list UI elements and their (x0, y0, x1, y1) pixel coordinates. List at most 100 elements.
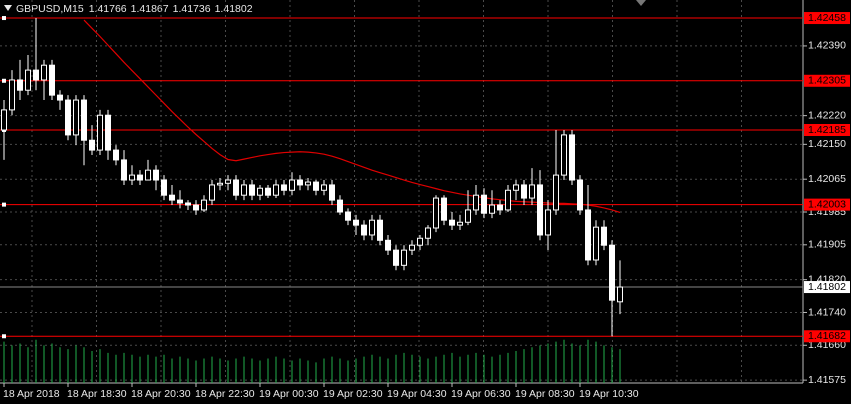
candle-body (129, 174, 135, 181)
y-tick-label: 1.42220 (808, 109, 846, 121)
candle-body (449, 219, 455, 226)
candle-body (305, 181, 311, 186)
level-handle (2, 334, 6, 339)
candle-body (577, 179, 583, 211)
symbol-menu-icon[interactable] (4, 5, 12, 11)
candle-body (177, 199, 183, 204)
candle-body (393, 249, 399, 266)
symbol: GBPUSD,M15 (16, 3, 84, 15)
x-tick-label: 19 Apr 10:30 (579, 388, 639, 400)
current-price-box (804, 281, 850, 294)
candle-body (281, 184, 287, 191)
x-tick-label: 19 Apr 00:30 (259, 388, 319, 400)
candle-body (553, 174, 559, 211)
level-label-box (804, 74, 850, 87)
header-high: 1.41867 (131, 3, 169, 15)
candle-body (609, 244, 615, 301)
candle-body (497, 204, 503, 211)
candle-body (145, 169, 151, 181)
candle-body (97, 114, 103, 151)
candle-body (217, 182, 223, 186)
candle-body (377, 219, 383, 241)
candle-body (401, 249, 407, 266)
header-open: 1.41766 (89, 3, 127, 15)
candle-body (457, 221, 463, 226)
y-tick-label: 1.42150 (808, 138, 846, 150)
y-tick-label: 1.41905 (808, 239, 846, 251)
candle-body (153, 169, 159, 181)
candle-body (57, 94, 63, 101)
level-label: 1.42458 (808, 12, 846, 24)
level-label-box (804, 330, 850, 343)
candle-body (41, 64, 47, 81)
candle-body (25, 69, 31, 91)
candle-body (441, 197, 447, 221)
moving-average (83, 19, 621, 213)
candle-body (241, 184, 247, 196)
candle-body (169, 194, 175, 201)
candle-body (417, 237, 423, 246)
candle-body (481, 194, 487, 214)
candle-body (137, 174, 143, 181)
candle-body (353, 219, 359, 226)
y-tick-label: 1.42390 (808, 40, 846, 52)
level-handle (2, 78, 6, 83)
candle-body (17, 79, 23, 91)
candle-body (257, 187, 263, 196)
level-label-box (804, 198, 850, 211)
candle-body (89, 139, 95, 151)
scroll-marker (636, 0, 646, 6)
candle-body (617, 286, 623, 303)
x-tick-label: 19 Apr 04:30 (387, 388, 447, 400)
candle-body (409, 244, 415, 251)
x-tick-label: 18 Apr 22:30 (195, 388, 255, 400)
level-handle (2, 16, 6, 21)
candle-body (161, 179, 167, 196)
level-label: 1.42003 (808, 198, 846, 210)
x-tick-label: 18 Apr 18:30 (67, 388, 127, 400)
x-tick-label: 19 Apr 08:30 (515, 388, 575, 400)
candle-body (601, 226, 607, 246)
candle-body (1, 109, 7, 131)
candle-body (273, 184, 279, 196)
header-low: 1.41736 (173, 3, 211, 15)
candle-body (569, 134, 575, 181)
candle-body (473, 194, 479, 211)
candle-body (265, 187, 271, 196)
candle-body (529, 184, 535, 199)
candle-body (233, 179, 239, 196)
candle-body (361, 224, 367, 236)
candle-body (105, 114, 111, 151)
candle-body (537, 184, 543, 236)
candle-body (297, 179, 303, 186)
candle-body (561, 134, 567, 176)
candle-body (329, 184, 335, 201)
y-tick-label: 1.41740 (808, 306, 846, 318)
candle-body (369, 219, 375, 236)
candle-body (585, 209, 591, 261)
x-tick-label: 18 Apr 2018 (3, 388, 60, 400)
candle-body (521, 184, 527, 199)
candle-body (593, 226, 599, 261)
candle-body (65, 99, 71, 136)
candle-body (225, 179, 231, 184)
candle-body (81, 99, 87, 141)
candle-body (193, 204, 199, 211)
candle-body (289, 179, 295, 191)
level-label-box (804, 123, 850, 136)
candle-body (385, 239, 391, 251)
chart-header: GBPUSD,M15 1.41766 1.41867 1.41736 1.41802 (16, 3, 253, 15)
candle-body (425, 227, 431, 239)
candle-body (313, 181, 319, 191)
candle-body (209, 184, 215, 201)
level-label: 1.41682 (808, 330, 846, 342)
candle-body (185, 202, 191, 206)
candle-body (545, 209, 551, 236)
candle-body (345, 211, 351, 221)
candle-body (505, 189, 511, 211)
candle-body (249, 184, 255, 196)
candle-body (121, 159, 127, 181)
